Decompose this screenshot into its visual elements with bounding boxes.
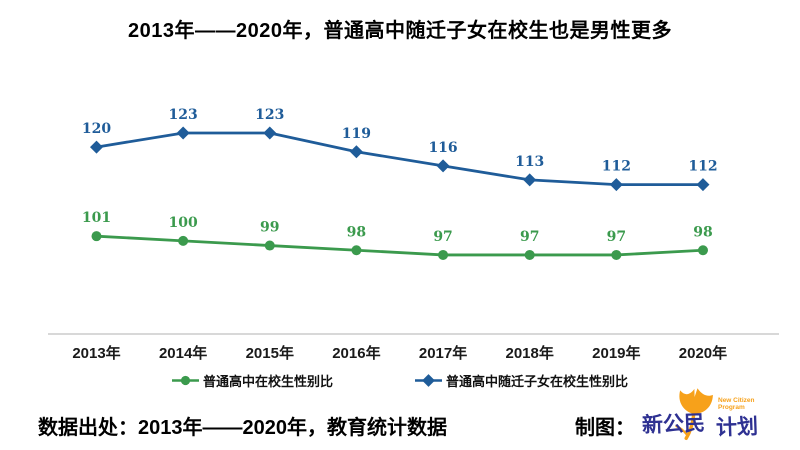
data-point-marker	[697, 245, 708, 256]
legend-item-general-students: 普通高中在校生性别比	[171, 371, 333, 390]
ginkgo-leaf-icon	[675, 388, 713, 441]
value-label: 98	[693, 224, 712, 240]
data-point-marker	[524, 249, 535, 260]
value-label: 97	[433, 229, 452, 245]
x-tick-label: 2016年	[332, 344, 380, 362]
data-point-marker	[91, 231, 102, 242]
x-tick-label: 2015年	[246, 344, 294, 362]
x-tick-label: 2018年	[506, 344, 554, 362]
value-label: 99	[260, 220, 279, 236]
legend-marker-diamond-icon	[415, 374, 442, 387]
data-point-marker	[611, 249, 622, 260]
data-point-marker	[436, 159, 450, 173]
data-point-marker	[438, 249, 449, 260]
logo-english-text: New Citizen Program	[718, 397, 755, 412]
logo-chinese-left: 新公民	[641, 411, 706, 438]
legend-marker-circle-icon	[171, 375, 199, 386]
logo-chinese-right: 计划	[715, 415, 759, 440]
x-tick-label: 2013年	[72, 344, 120, 362]
value-label: 100	[169, 215, 198, 231]
data-point-marker	[523, 173, 537, 187]
value-label: 97	[520, 229, 539, 245]
new-citizen-program-logo: New Citizen Program 新公民 计划	[642, 386, 782, 448]
x-tick-label: 2017年	[419, 344, 467, 362]
data-point-marker	[349, 145, 363, 159]
series-line	[96, 131, 703, 186]
value-label: 123	[255, 107, 284, 123]
value-label: 116	[428, 140, 457, 156]
data-point-marker	[176, 126, 190, 140]
value-label: 112	[602, 159, 631, 175]
value-label: 97	[607, 229, 626, 245]
chart-title: 2013年——2020年，普通高中随迁子女在校生也是男性更多	[128, 20, 672, 42]
data-point-marker	[178, 235, 189, 246]
data-point-marker	[609, 178, 623, 192]
data-point-marker	[696, 178, 710, 192]
x-tick-label: 2014年	[159, 344, 207, 362]
data-source-note: 数据出处：2013年——2020年，教育统计数据	[38, 417, 447, 439]
legend-item-migrant-students: 普通高中随迁子女在校生性别比	[415, 371, 628, 390]
data-point-marker	[264, 240, 275, 251]
value-label: 123	[169, 107, 198, 123]
value-label: 101	[82, 210, 111, 226]
x-tick-label: 2019年	[592, 344, 640, 362]
value-label: 98	[347, 224, 366, 240]
legend-label: 普通高中在校生性别比	[202, 374, 333, 389]
value-label: 113	[515, 154, 544, 170]
credit-label: 制图：	[575, 417, 635, 439]
series-line	[96, 234, 704, 257]
chart-legend: 普通高中在校生性别比 普通高中随迁子女在校生性别比	[0, 371, 800, 390]
value-label: 120	[82, 121, 111, 137]
legend-label: 普通高中随迁子女在校生性别比	[446, 374, 629, 389]
data-point-marker	[351, 245, 362, 256]
data-point-marker	[263, 126, 277, 140]
data-point-marker	[89, 140, 104, 154]
x-tick-label: 2020年	[679, 344, 727, 362]
value-label: 119	[342, 126, 371, 142]
value-label: 112	[688, 159, 717, 175]
